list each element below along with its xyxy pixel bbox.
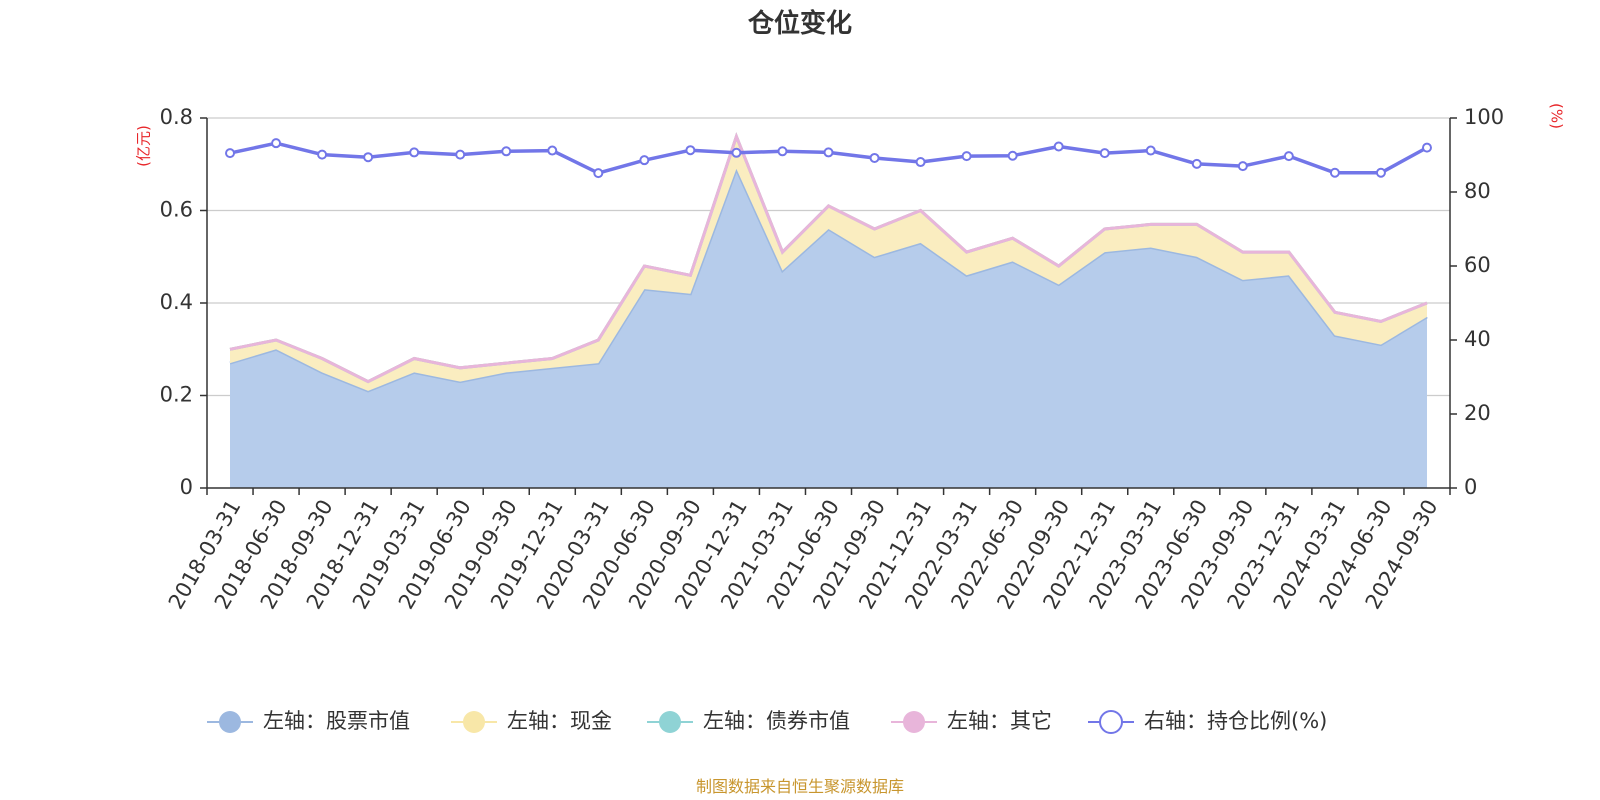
ratio-point <box>225 148 236 159</box>
right-axis-unit: (%) <box>1548 103 1566 129</box>
ratio-point <box>915 157 926 168</box>
legend-label: 左轴：债券市值 <box>703 709 850 733</box>
ratio-point <box>593 168 604 179</box>
left-tick-label: 0.8 <box>160 105 193 129</box>
ratio-point <box>639 155 650 166</box>
ratio-point <box>1329 167 1340 178</box>
ratio-point <box>1099 148 1110 159</box>
source-note: 制图数据来自恒生聚源数据库 <box>696 777 904 796</box>
ratio-point <box>547 145 558 156</box>
ratio-point <box>1237 161 1248 172</box>
legend[interactable]: 左轴：股票市值 左轴：现金 左轴：债券市值 左轴：其它 右轴：持仓比例(%) <box>207 709 1327 734</box>
ratio-point <box>685 145 696 156</box>
legend-marker <box>219 711 241 733</box>
legend-label: 左轴：股票市值 <box>263 709 410 733</box>
left-tick-label: 0 <box>180 475 193 499</box>
ratio-point <box>1007 150 1018 161</box>
legend-item-1[interactable]: 左轴：股票市值 <box>207 709 410 733</box>
legend-marker <box>903 711 925 733</box>
ratio-point <box>731 147 742 158</box>
right-tick-label: 80 <box>1464 179 1491 203</box>
legend-item-4[interactable]: 左轴：其它 <box>891 709 1052 733</box>
ratio-line-layer <box>225 138 1432 179</box>
ratio-point <box>501 146 512 157</box>
legend-label: 右轴：持仓比例(%) <box>1144 709 1327 733</box>
right-tick-label: 60 <box>1464 253 1491 277</box>
ratio-point <box>1421 142 1432 153</box>
ratio-point <box>409 147 420 158</box>
ratio-point <box>1375 167 1386 178</box>
legend-marker <box>463 711 485 733</box>
legend-label: 左轴：其它 <box>947 709 1052 733</box>
ratio-point <box>961 151 972 162</box>
legend-marker <box>1099 710 1123 734</box>
ratio-point <box>777 146 788 157</box>
right-tick-label: 20 <box>1464 401 1491 425</box>
left-tick-label: 0.4 <box>160 290 193 314</box>
ratio-point <box>363 152 374 163</box>
legend-label: 左轴：现金 <box>507 709 612 733</box>
left-tick-label: 0.2 <box>160 383 193 407</box>
area-edge-series-4 <box>229 132 1428 384</box>
ratio-point <box>1191 158 1202 169</box>
legend-item-5[interactable]: 右轴：持仓比例(%) <box>1088 709 1327 734</box>
stacked-areas <box>229 132 1428 488</box>
area-series-1 <box>230 168 1427 488</box>
ratio-point <box>1145 145 1156 156</box>
right-tick-label: 40 <box>1464 327 1491 351</box>
legend-item-3[interactable]: 左轴：债券市值 <box>647 709 850 733</box>
ratio-point <box>317 149 328 160</box>
ratio-point <box>869 152 880 163</box>
ratio-point <box>1283 151 1294 162</box>
ratio-point <box>1053 141 1064 152</box>
right-tick-label: 0 <box>1464 475 1477 499</box>
legend-item-2[interactable]: 左轴：现金 <box>451 709 612 733</box>
left-axis-unit: (亿元) <box>135 125 153 167</box>
left-tick-label: 0.6 <box>160 198 193 222</box>
ratio-point <box>455 149 466 160</box>
right-tick-label: 100 <box>1464 105 1504 129</box>
ratio-point <box>823 147 834 158</box>
ratio-point <box>271 138 282 149</box>
chart-title: 仓位变化 <box>747 8 852 39</box>
legend-marker <box>659 711 681 733</box>
